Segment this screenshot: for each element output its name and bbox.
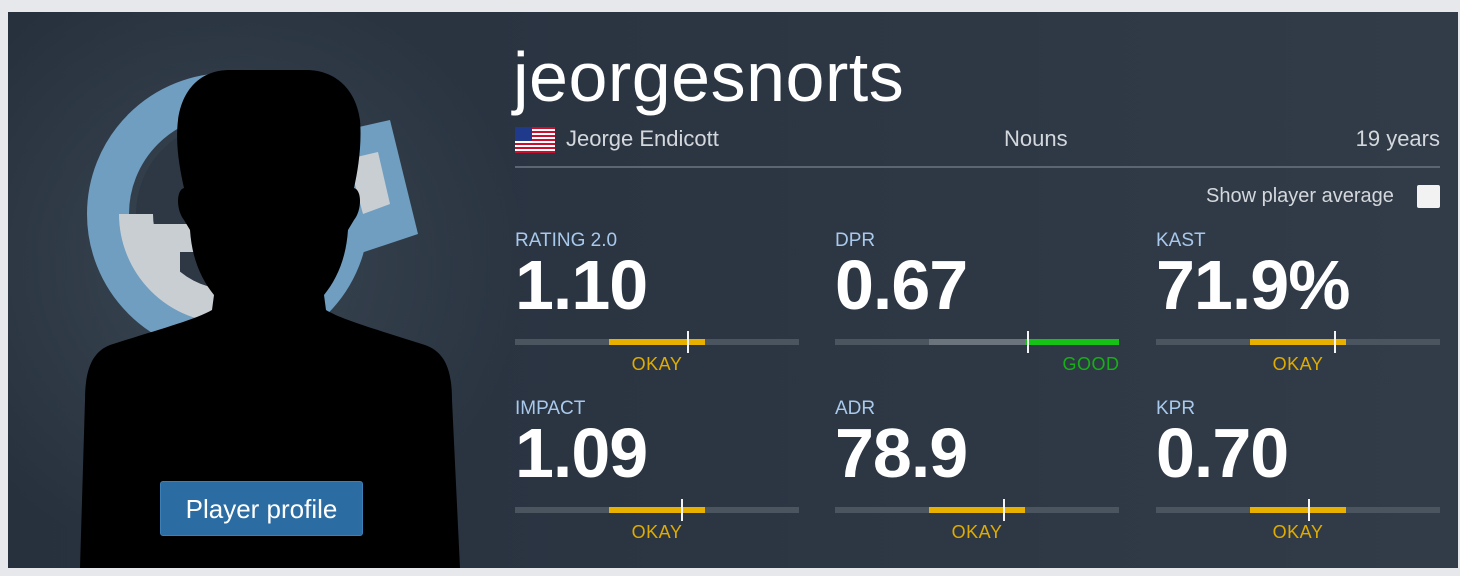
- stat-value: 71.9%: [1156, 246, 1350, 324]
- stat-bar-marker: [1003, 499, 1005, 521]
- stat-bar: [835, 331, 1119, 353]
- stat-bar-fill: [1025, 339, 1119, 345]
- player-profile-button[interactable]: Player profile: [160, 481, 363, 536]
- stat-bar-fill: [1250, 339, 1346, 345]
- show-average-label: Show player average: [1206, 185, 1394, 207]
- stat-value: 0.70: [1156, 414, 1289, 492]
- us-flag-icon: [515, 127, 555, 153]
- stat-rating-text: OKAY: [1272, 522, 1324, 542]
- stat-bar-range: [929, 339, 1025, 345]
- stat-dpr: DPR 0.67 GOOD: [835, 229, 1119, 379]
- stat-rating-text: OKAY: [951, 522, 1003, 542]
- stat-bar: [515, 499, 799, 521]
- stat-rating: RATING 2.0 1.10 OKAY: [515, 229, 799, 379]
- player-team[interactable]: Nouns: [1004, 126, 1068, 151]
- stat-label: ADR: [835, 398, 876, 419]
- header-divider: [515, 166, 1440, 168]
- stat-bar-marker: [1308, 499, 1310, 521]
- stat-bar-marker: [1027, 331, 1029, 353]
- stat-bar-marker: [681, 499, 683, 521]
- player-stats-card: Player profile jeorgesnorts Jeorge Endic…: [8, 12, 1458, 568]
- stat-value: 78.9: [835, 414, 968, 492]
- stat-bar: [1156, 499, 1440, 521]
- stat-label: KPR: [1156, 398, 1196, 419]
- stat-bar-marker: [687, 331, 689, 353]
- stat-kast: KAST 71.9% OKAY: [1156, 229, 1440, 379]
- stat-bar: [835, 499, 1119, 521]
- stat-value: 1.09: [515, 414, 648, 492]
- stat-value: 1.10: [515, 246, 648, 324]
- stat-bar-fill: [929, 507, 1025, 513]
- player-nickname: jeorgesnorts: [513, 38, 905, 116]
- stat-bar: [515, 331, 799, 353]
- stat-kpr: KPR 0.70 OKAY: [1156, 397, 1440, 547]
- stat-bar-fill: [609, 507, 705, 513]
- stat-rating-text: GOOD: [1062, 354, 1120, 374]
- stat-bar: [1156, 331, 1440, 353]
- stat-label: KAST: [1156, 230, 1206, 251]
- stat-label: RATING 2.0: [515, 230, 618, 251]
- stat-impact: IMPACT 1.09 OKAY: [515, 397, 799, 547]
- stat-bar-marker: [1334, 331, 1336, 353]
- stat-label: IMPACT: [515, 398, 586, 419]
- stat-value: 0.67: [835, 246, 968, 324]
- show-average-checkbox[interactable]: [1417, 185, 1440, 208]
- stat-rating-text: OKAY: [1272, 354, 1324, 374]
- player-real-name: Jeorge Endicott: [566, 126, 719, 151]
- stat-bar-fill: [609, 339, 705, 345]
- stat-label: DPR: [835, 230, 876, 251]
- stat-adr: ADR 78.9 OKAY: [835, 397, 1119, 547]
- player-silhouette: [80, 70, 460, 568]
- stat-rating-text: OKAY: [631, 354, 683, 374]
- stat-bar-fill: [1250, 507, 1346, 513]
- stat-rating-text: OKAY: [631, 522, 683, 542]
- player-age: 19 years: [1355, 126, 1440, 151]
